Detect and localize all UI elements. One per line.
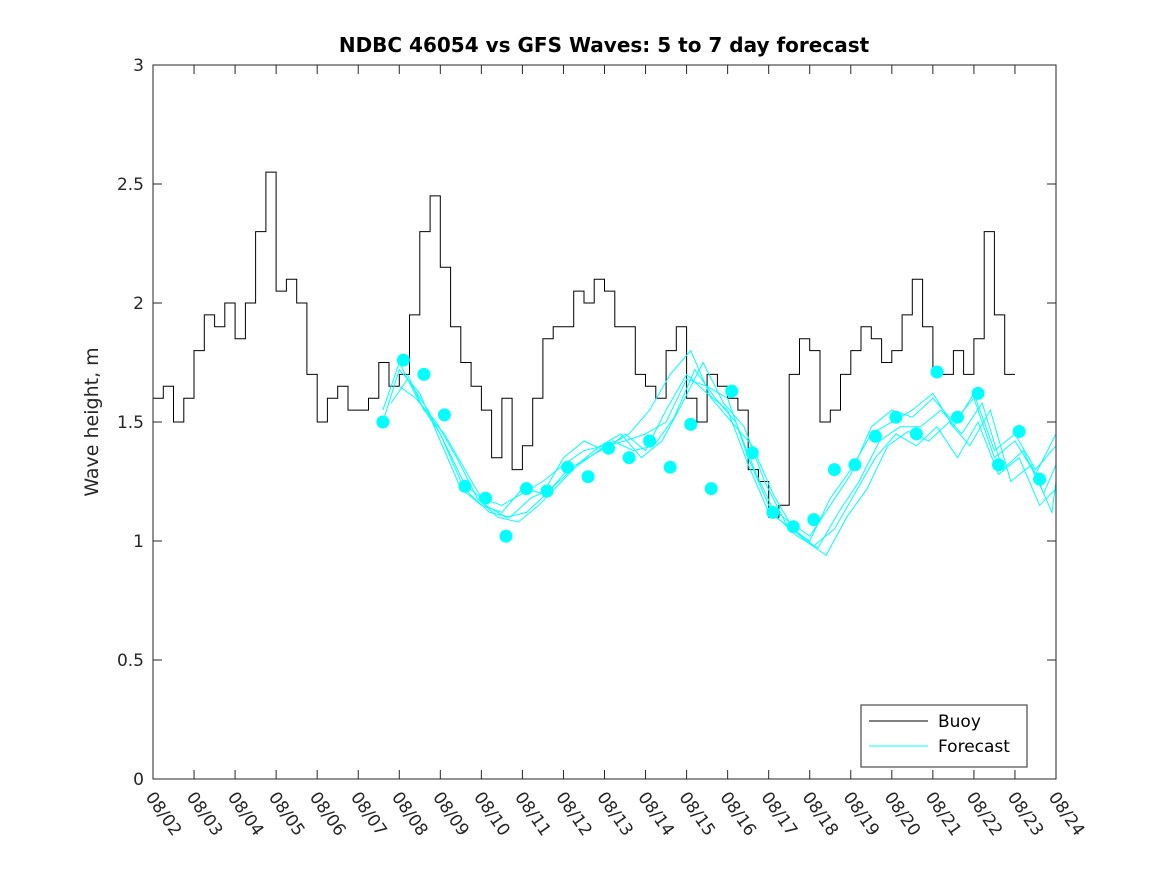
forecast-point bbox=[930, 365, 944, 379]
forecast-point bbox=[868, 429, 882, 443]
forecast-point bbox=[725, 384, 739, 398]
plot-area bbox=[152, 64, 1057, 780]
forecast-point bbox=[951, 410, 964, 424]
forecast-line bbox=[399, 361, 1057, 557]
y-tick-label: 2.5 bbox=[117, 175, 144, 195]
y-tick-label: 2 bbox=[133, 294, 144, 314]
forecast-point bbox=[396, 353, 410, 367]
forecast-point bbox=[520, 482, 533, 496]
forecast-point bbox=[684, 417, 698, 431]
forecast-point bbox=[581, 470, 595, 484]
forecast-point bbox=[602, 441, 616, 455]
y-tick-label: 0 bbox=[133, 770, 144, 790]
forecast-point bbox=[1033, 472, 1047, 486]
forecast-point bbox=[622, 451, 636, 465]
forecast-line bbox=[382, 361, 1057, 537]
axes-box bbox=[152, 64, 1057, 780]
forecast-point bbox=[437, 408, 451, 422]
chart-title: NDBC 46054 vs GFS Waves: 5 to 7 day fore… bbox=[339, 33, 870, 57]
forecast-point bbox=[663, 460, 677, 474]
forecast-point bbox=[971, 386, 985, 400]
y-tick-label: 1.5 bbox=[117, 413, 144, 433]
y-tick-label: 3 bbox=[133, 56, 144, 76]
forecast-point bbox=[909, 427, 923, 441]
forecast-point bbox=[766, 505, 780, 519]
forecast-point bbox=[807, 513, 821, 527]
legend-buoy-label: Buoy bbox=[938, 712, 981, 732]
forecast-point bbox=[889, 410, 903, 424]
y-axis-label: Wave height, m bbox=[81, 347, 103, 496]
forecast-point bbox=[827, 463, 841, 477]
legend-forecast-label: Forecast bbox=[938, 737, 1010, 757]
buoy-line bbox=[153, 171, 1015, 518]
buoy-series bbox=[153, 171, 1015, 518]
forecast-markers bbox=[376, 353, 1047, 543]
forecast-series bbox=[382, 349, 1057, 557]
forecast-point bbox=[458, 479, 472, 493]
forecast-point bbox=[417, 367, 431, 381]
legend: Buoy Forecast bbox=[860, 704, 1028, 768]
forecast-line bbox=[407, 349, 1057, 547]
forecast-point bbox=[479, 491, 492, 505]
forecast-point bbox=[540, 484, 554, 498]
forecast-point bbox=[704, 482, 718, 496]
forecast-point bbox=[376, 415, 390, 429]
forecast-point bbox=[848, 458, 862, 472]
forecast-line bbox=[390, 368, 1057, 549]
forecast-point bbox=[992, 458, 1005, 472]
y-tick-labels: 0 0.5 1 1.5 2 2.5 3 bbox=[117, 56, 144, 790]
legend-box bbox=[860, 704, 1028, 768]
y-tick-label: 1 bbox=[133, 532, 144, 552]
axes-background bbox=[153, 65, 1056, 779]
y-tick-label: 0.5 bbox=[117, 651, 144, 671]
forecast-point bbox=[643, 434, 657, 448]
forecast-point bbox=[786, 520, 800, 534]
axis-ticks bbox=[152, 64, 1057, 780]
forecast-point bbox=[745, 446, 759, 460]
forecast-point bbox=[1012, 425, 1026, 438]
forecast-point bbox=[561, 460, 575, 474]
forecast-point bbox=[499, 529, 513, 543]
